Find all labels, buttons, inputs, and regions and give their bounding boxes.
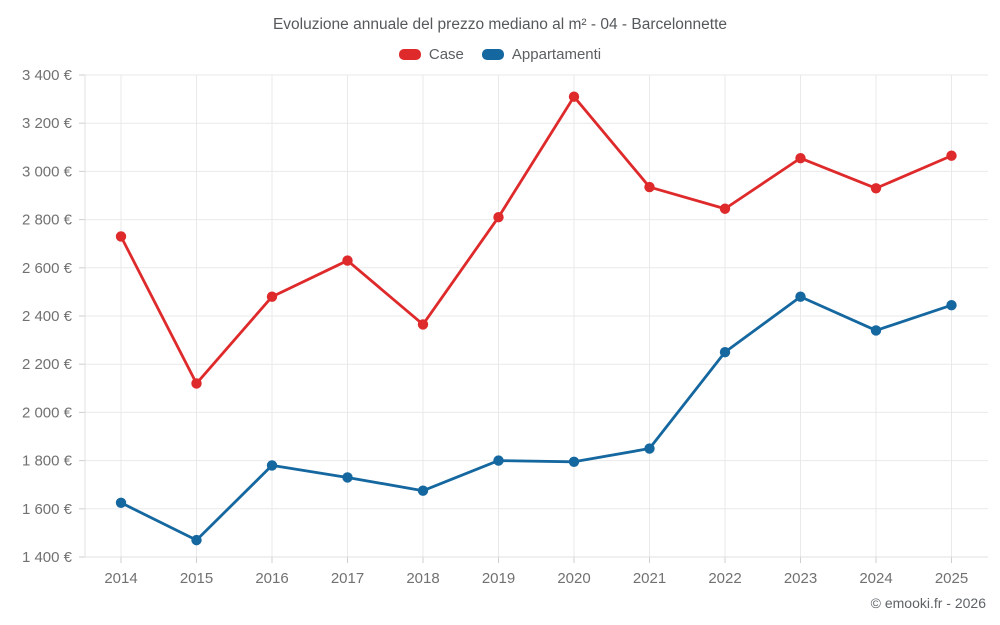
data-point-case-2024[interactable] bbox=[870, 183, 882, 194]
data-point-case-2023[interactable] bbox=[795, 152, 806, 164]
x-tick-label: 2018 bbox=[406, 570, 439, 587]
y-tick-label: 3 200 € bbox=[22, 115, 73, 132]
y-tick-label: 1 400 € bbox=[22, 549, 73, 566]
data-point-case-2025[interactable] bbox=[946, 150, 957, 161]
data-point-appartamenti-2019[interactable] bbox=[493, 455, 504, 466]
chart-title: Evoluzione annuale del prezzo mediano al… bbox=[272, 16, 728, 33]
x-tick-label: 2019 bbox=[482, 570, 515, 587]
x-tick-label: 2024 bbox=[859, 570, 892, 587]
y-tick-label: 2 400 € bbox=[22, 308, 73, 325]
legend-label-appartamenti: Appartamenti bbox=[511, 46, 602, 63]
data-point-case-2015[interactable] bbox=[191, 378, 202, 389]
y-tick-label: 2 200 € bbox=[22, 356, 73, 373]
data-point-appartamenti-2022[interactable] bbox=[719, 346, 731, 358]
data-point-appartamenti-2018[interactable] bbox=[417, 485, 429, 496]
y-tick-label: 1 800 € bbox=[22, 453, 73, 470]
data-point-appartamenti-2023[interactable] bbox=[795, 291, 806, 302]
legend-swatch-appartamenti-icon bbox=[481, 49, 504, 60]
data-point-case-2020[interactable] bbox=[568, 91, 580, 102]
x-tick-label: 2021 bbox=[633, 570, 666, 587]
data-point-case-2017[interactable] bbox=[342, 255, 353, 266]
data-point-appartamenti-2025[interactable] bbox=[946, 299, 957, 311]
y-tick-label: 2 600 € bbox=[22, 260, 73, 277]
legend-swatch-case-icon bbox=[398, 49, 421, 60]
legend-item-appartamenti[interactable]: Appartamenti bbox=[481, 46, 602, 63]
data-point-appartamenti-2021[interactable] bbox=[644, 443, 655, 454]
data-point-case-2021[interactable] bbox=[644, 181, 655, 193]
legend-item-case[interactable]: Case bbox=[398, 46, 464, 63]
chart-legend: Case Appartamenti bbox=[0, 46, 1000, 63]
x-tick-label: 2015 bbox=[180, 570, 213, 587]
data-point-appartamenti-2020[interactable] bbox=[568, 456, 580, 468]
x-tick-label: 2014 bbox=[104, 570, 137, 587]
y-tick-label: 3 400 € bbox=[22, 67, 73, 84]
data-point-appartamenti-2016[interactable] bbox=[266, 460, 278, 471]
data-point-appartamenti-2024[interactable] bbox=[870, 325, 882, 336]
data-point-case-2016[interactable] bbox=[266, 291, 278, 302]
legend-label-case: Case bbox=[428, 46, 464, 63]
x-tick-label: 2020 bbox=[557, 570, 590, 587]
series-line-case bbox=[119, 95, 953, 385]
watermark-credit: © emooki.fr - 2026 bbox=[870, 595, 986, 611]
data-point-appartamenti-2014[interactable] bbox=[115, 497, 127, 508]
data-point-case-2018[interactable] bbox=[417, 319, 429, 330]
y-tick-label: 3 000 € bbox=[22, 163, 73, 180]
x-tick-label: 2025 bbox=[935, 570, 968, 587]
data-point-case-2022[interactable] bbox=[719, 203, 731, 214]
x-tick-label: 2016 bbox=[255, 570, 288, 587]
y-tick-label: 2 800 € bbox=[22, 212, 73, 229]
data-point-appartamenti-2017[interactable] bbox=[342, 472, 353, 483]
y-tick-label: 2 000 € bbox=[22, 404, 73, 421]
y-tick-label: 1 600 € bbox=[22, 501, 73, 518]
data-point-appartamenti-2015[interactable] bbox=[191, 534, 202, 546]
x-tick-label: 2022 bbox=[708, 570, 741, 587]
x-tick-label: 2023 bbox=[784, 570, 817, 587]
series-line-appartamenti bbox=[119, 295, 953, 542]
data-point-case-2014[interactable] bbox=[115, 231, 127, 242]
x-tick-label: 2017 bbox=[331, 570, 364, 587]
data-point-case-2019[interactable] bbox=[493, 211, 504, 223]
